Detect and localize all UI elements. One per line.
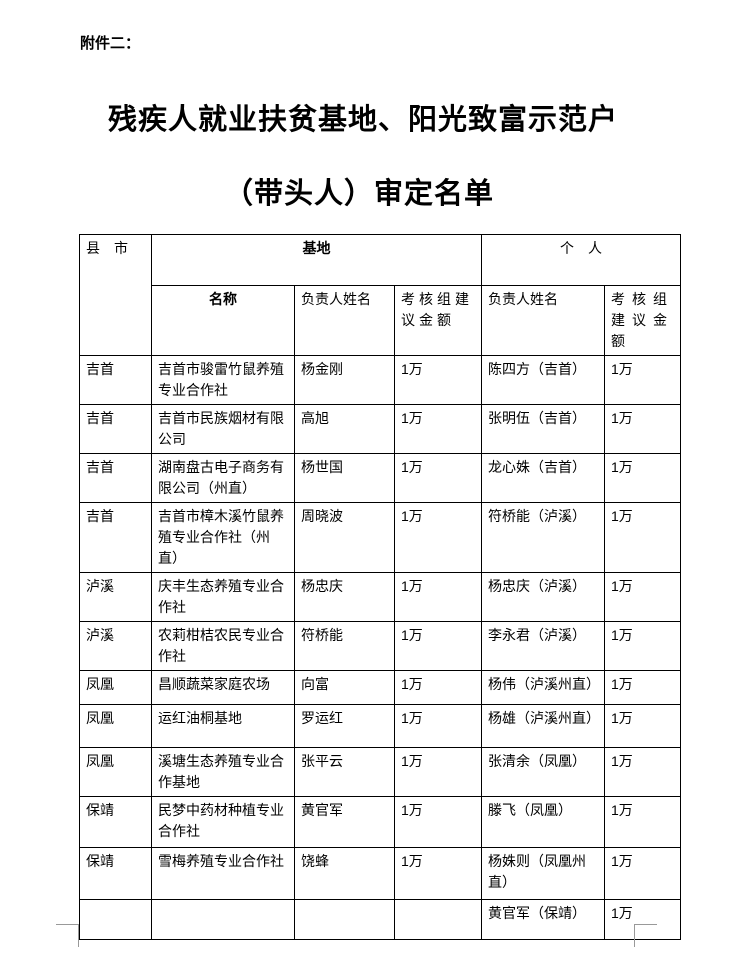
cell-base-name: 民梦中药材种植专业合作社 bbox=[151, 796, 295, 848]
cell-base-amount: 1万 bbox=[394, 621, 482, 671]
cell-base-name: 溪塘生态养殖专业合作基地 bbox=[151, 747, 295, 797]
cell-ind-leader: 杨姝则（凤凰州直） bbox=[481, 847, 605, 900]
header-county: 县 市 bbox=[79, 234, 152, 356]
cell-ind-leader: 黄官军（保靖） bbox=[481, 899, 605, 940]
cell-ind-amount: 1万 bbox=[604, 847, 681, 900]
header-individual-leader: 负责人姓名 bbox=[481, 285, 605, 356]
table-row: 凤凰 昌顺蔬菜家庭农场 向富 1万 杨伟（泸溪州直） 1万 bbox=[79, 670, 681, 705]
header-individual-amount: 考核组建议金额 bbox=[604, 285, 681, 356]
table-row: 保靖 民梦中药材种植专业合作社 黄官军 1万 滕飞（凤凰） 1万 bbox=[79, 796, 681, 848]
cell-county bbox=[79, 899, 152, 940]
cell-county: 泸溪 bbox=[79, 572, 152, 622]
attachment-label: 附件二： bbox=[80, 36, 141, 52]
cell-county: 凤凰 bbox=[79, 704, 152, 748]
cell-base-leader: 杨世国 bbox=[294, 453, 395, 503]
page-corner-mark-left bbox=[56, 924, 79, 947]
cell-base-leader: 向富 bbox=[294, 670, 395, 705]
cell-ind-leader: 李永君（泸溪） bbox=[481, 621, 605, 671]
header-base-leader: 负责人姓名 bbox=[294, 285, 395, 356]
table-row: 黄官军（保靖） 1万 bbox=[79, 899, 681, 940]
cell-base-amount: 1万 bbox=[394, 847, 482, 900]
cell-ind-leader: 陈四方（吉首） bbox=[481, 355, 605, 405]
approval-list-table: 县 市 基地 个 人 名称 负责人姓名 考核组建议金额 负责人姓名 考核组建议金… bbox=[79, 234, 681, 940]
page-corner-mark-right bbox=[634, 924, 657, 947]
cell-base-name: 吉首市骏雷竹鼠养殖专业合作社 bbox=[151, 355, 295, 405]
cell-county: 泸溪 bbox=[79, 621, 152, 671]
cell-ind-amount: 1万 bbox=[604, 502, 681, 573]
cell-ind-amount: 1万 bbox=[604, 404, 681, 454]
cell-county: 保靖 bbox=[79, 847, 152, 900]
cell-base-leader: 杨金刚 bbox=[294, 355, 395, 405]
cell-base-leader: 周晓波 bbox=[294, 502, 395, 573]
cell-base-amount: 1万 bbox=[394, 704, 482, 748]
cell-ind-amount: 1万 bbox=[604, 355, 681, 405]
cell-county: 凤凰 bbox=[79, 747, 152, 797]
cell-base-leader: 高旭 bbox=[294, 404, 395, 454]
table-row: 凤凰 运红油桐基地 罗运红 1万 杨雄（泸溪州直） 1万 bbox=[79, 704, 681, 748]
cell-county: 吉首 bbox=[79, 404, 152, 454]
cell-base-leader: 张平云 bbox=[294, 747, 395, 797]
cell-ind-amount: 1万 bbox=[604, 747, 681, 797]
table-row: 吉首 湖南盘古电子商务有限公司（州直） 杨世国 1万 龙心姝（吉首） 1万 bbox=[79, 453, 681, 503]
cell-ind-amount: 1万 bbox=[604, 572, 681, 622]
cell-ind-amount: 1万 bbox=[604, 899, 681, 940]
cell-ind-amount: 1万 bbox=[604, 796, 681, 848]
cell-base-name: 昌顺蔬菜家庭农场 bbox=[151, 670, 295, 705]
cell-county: 吉首 bbox=[79, 453, 152, 503]
header-base: 基地 bbox=[151, 234, 482, 286]
cell-base-amount: 1万 bbox=[394, 796, 482, 848]
cell-base-leader bbox=[294, 899, 395, 940]
cell-ind-amount: 1万 bbox=[604, 670, 681, 705]
cell-base-amount: 1万 bbox=[394, 670, 482, 705]
cell-base-amount: 1万 bbox=[394, 572, 482, 622]
cell-ind-leader: 龙心姝（吉首） bbox=[481, 453, 605, 503]
cell-ind-leader: 张明伍（吉首） bbox=[481, 404, 605, 454]
cell-ind-leader: 杨雄（泸溪州直） bbox=[481, 704, 605, 748]
cell-base-leader: 杨忠庆 bbox=[294, 572, 395, 622]
cell-base-leader: 饶蜂 bbox=[294, 847, 395, 900]
table-row: 保靖 雪梅养殖专业合作社 饶蜂 1万 杨姝则（凤凰州直） 1万 bbox=[79, 847, 681, 900]
table-row: 凤凰 溪塘生态养殖专业合作基地 张平云 1万 张清余（凤凰） 1万 bbox=[79, 747, 681, 797]
cell-base-name: 吉首市民族烟材有限公司 bbox=[151, 404, 295, 454]
cell-base-leader: 符桥能 bbox=[294, 621, 395, 671]
title-line-1: 残疾人就业扶贫基地、阳光致富示范户 bbox=[108, 104, 619, 136]
cell-base-name: 庆丰生态养殖专业合作社 bbox=[151, 572, 295, 622]
table-row: 泸溪 农莉柑桔农民专业合作社 符桥能 1万 李永君（泸溪） 1万 bbox=[79, 621, 681, 671]
cell-ind-amount: 1万 bbox=[604, 453, 681, 503]
cell-ind-amount: 1万 bbox=[604, 704, 681, 748]
header-base-amount: 考核组建议金额 bbox=[394, 285, 482, 356]
table-row: 泸溪 庆丰生态养殖专业合作社 杨忠庆 1万 杨忠庆（泸溪） 1万 bbox=[79, 572, 681, 622]
header-base-name: 名称 bbox=[151, 285, 295, 356]
cell-base-name: 农莉柑桔农民专业合作社 bbox=[151, 621, 295, 671]
cell-county: 吉首 bbox=[79, 502, 152, 573]
title-line-2: （带头人）审定名单 bbox=[223, 178, 494, 210]
cell-base-amount bbox=[394, 899, 482, 940]
cell-ind-amount: 1万 bbox=[604, 621, 681, 671]
cell-base-leader: 罗运红 bbox=[294, 704, 395, 748]
cell-base-amount: 1万 bbox=[394, 747, 482, 797]
cell-base-name: 吉首市樟木溪竹鼠养殖专业合作社（州直） bbox=[151, 502, 295, 573]
cell-base-name: 运红油桐基地 bbox=[151, 704, 295, 748]
table-row: 吉首 吉首市樟木溪竹鼠养殖专业合作社（州直） 周晓波 1万 符桥能（泸溪） 1万 bbox=[79, 502, 681, 573]
cell-base-name: 湖南盘古电子商务有限公司（州直） bbox=[151, 453, 295, 503]
cell-base-amount: 1万 bbox=[394, 404, 482, 454]
cell-county: 保靖 bbox=[79, 796, 152, 848]
cell-base-name bbox=[151, 899, 295, 940]
cell-base-amount: 1万 bbox=[394, 453, 482, 503]
cell-base-amount: 1万 bbox=[394, 355, 482, 405]
cell-county: 凤凰 bbox=[79, 670, 152, 705]
cell-county: 吉首 bbox=[79, 355, 152, 405]
cell-ind-leader: 杨伟（泸溪州直） bbox=[481, 670, 605, 705]
cell-base-amount: 1万 bbox=[394, 502, 482, 573]
cell-ind-leader: 滕飞（凤凰） bbox=[481, 796, 605, 848]
table-row: 吉首 吉首市民族烟材有限公司 高旭 1万 张明伍（吉首） 1万 bbox=[79, 404, 681, 454]
table-row: 吉首 吉首市骏雷竹鼠养殖专业合作社 杨金刚 1万 陈四方（吉首） 1万 bbox=[79, 355, 681, 405]
cell-base-name: 雪梅养殖专业合作社 bbox=[151, 847, 295, 900]
cell-ind-leader: 杨忠庆（泸溪） bbox=[481, 572, 605, 622]
header-individual: 个 人 bbox=[481, 234, 681, 286]
cell-ind-leader: 符桥能（泸溪） bbox=[481, 502, 605, 573]
cell-ind-leader: 张清余（凤凰） bbox=[481, 747, 605, 797]
cell-base-leader: 黄官军 bbox=[294, 796, 395, 848]
